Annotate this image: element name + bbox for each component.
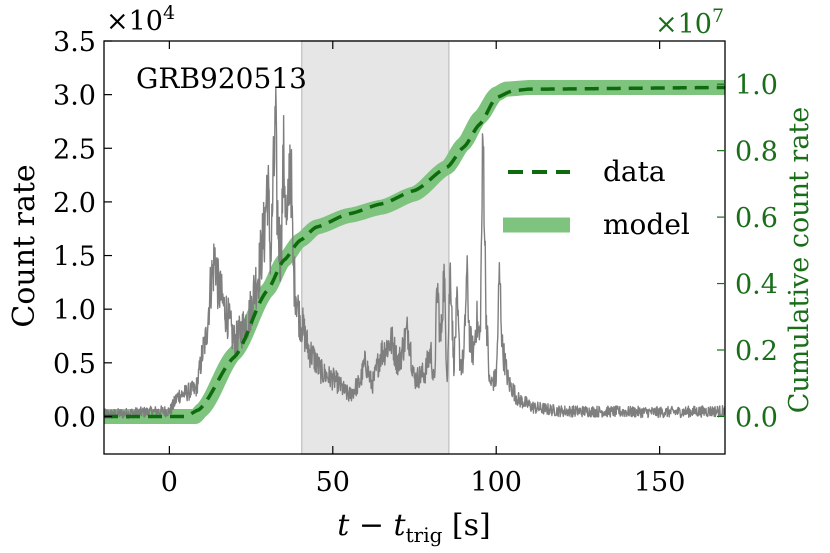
right-multiplier-exp: 7 [712, 5, 724, 27]
y-left-tick-label: 0.5 [53, 349, 96, 380]
x-title-main: t − t [337, 508, 406, 543]
data-dashed-line [104, 85, 725, 419]
y-right-tick-label: 0.8 [735, 137, 778, 168]
y-right-tick-labels: 0.0 0.2 0.4 0.6 0.8 1.0 [735, 70, 778, 433]
y-right-tick-label: 0.2 [735, 336, 778, 367]
y-right-tick-label: 0.6 [735, 203, 778, 234]
x-title-sub: trig [406, 523, 443, 547]
y-right-tick-label: 0.4 [735, 270, 778, 301]
x-axis-title: t − ttrig [s] [337, 508, 490, 547]
x-tick-labels: 0 50 100 150 [161, 467, 686, 498]
legend-data-label: data [603, 155, 666, 188]
x-title-unit: [s] [442, 508, 490, 543]
left-multiplier-exp: 4 [163, 2, 175, 24]
shaded-interval [300, 40, 450, 455]
light-curve-line [103, 87, 726, 420]
y-left-tick-labels: 0.0 0.5 1.0 1.5 2.0 2.5 3.0 3.5 [53, 27, 96, 433]
left-multiplier: ×104 [106, 2, 175, 37]
y-right-tick-label: 0.0 [735, 402, 778, 433]
plot-frame [103, 40, 726, 455]
y-left-tick-label: 1.5 [53, 242, 96, 273]
light-curve-series [103, 87, 726, 420]
legend-model-label: model [603, 208, 690, 241]
y-left-tick-label: 3.0 [53, 81, 96, 112]
y-left-tick-label: 3.5 [53, 27, 96, 58]
model-series [98, 80, 731, 424]
tick-marks [104, 40, 725, 454]
right-multiplier-base: ×10 [655, 9, 712, 40]
x-tick-label: 100 [470, 467, 522, 498]
y-left-tick-label: 0.0 [53, 402, 96, 433]
right-multiplier: ×107 [655, 5, 724, 40]
left-multiplier-base: ×10 [106, 6, 163, 37]
y-left-tick-label: 1.0 [53, 295, 96, 326]
x-tick-label: 150 [634, 467, 686, 498]
y-right-tick-label: 1.0 [735, 70, 778, 101]
y-right-title: Cumulative count rate [784, 107, 815, 414]
model-band [98, 80, 731, 424]
data-series [104, 85, 725, 419]
y-left-tick-label: 2.0 [53, 188, 96, 219]
x-tick-label: 50 [316, 467, 350, 498]
x-tick-label: 0 [161, 467, 178, 498]
y-left-tick-label: 2.5 [53, 134, 96, 165]
y-left-title: Count rate [7, 164, 42, 327]
grb-annotation: GRB920513 [136, 62, 307, 95]
